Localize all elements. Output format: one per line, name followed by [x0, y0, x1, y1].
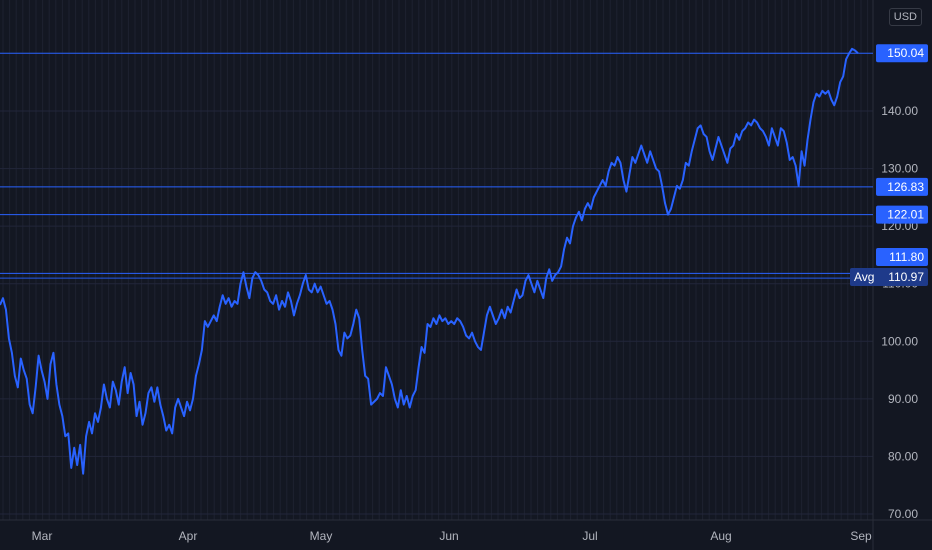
- time-tick-label: Jul: [582, 529, 597, 543]
- time-tick-label: Apr: [179, 529, 198, 543]
- price-badge-label: 126.83: [887, 180, 924, 194]
- time-tick-label: May: [310, 529, 333, 543]
- horizontal-lines: [0, 52, 873, 279]
- price-series-line: [0, 47, 859, 475]
- time-axis[interactable]: Mar Apr May Jun Jul Aug Sep: [32, 529, 872, 543]
- price-axis[interactable]: 70.0080.0090.00100.00110.00120.00130.001…: [881, 104, 918, 521]
- average-tag-label: Avg: [854, 270, 874, 284]
- time-tick-label: Mar: [32, 529, 53, 543]
- price-badges: 150.04 126.83 122.01 111.80 Avg 110.97: [850, 44, 928, 286]
- price-tick-label: 100.00: [881, 334, 918, 348]
- price-badge: [876, 205, 928, 224]
- price-badge-label: 122.01: [887, 208, 924, 222]
- price-tick-label: 90.00: [888, 392, 918, 406]
- time-tick-label: Jun: [439, 529, 458, 543]
- time-tick-label: Aug: [710, 529, 731, 543]
- price-badge-label: 150.04: [887, 46, 924, 60]
- average-value-label: 110.97: [888, 270, 924, 284]
- time-tick-label: Sep: [850, 529, 872, 543]
- price-tick-label: 80.00: [888, 449, 918, 463]
- price-badge: [876, 177, 928, 196]
- average-badge: [850, 268, 928, 286]
- price-badge-label: 111.80: [889, 250, 924, 264]
- price-tick-label: 140.00: [881, 104, 918, 118]
- price-tick-label: 130.00: [881, 162, 918, 176]
- price-badge: [876, 248, 928, 266]
- price-badge: [876, 44, 928, 63]
- currency-label[interactable]: USD: [888, 8, 922, 26]
- price-tick-label: 70.00: [888, 507, 918, 521]
